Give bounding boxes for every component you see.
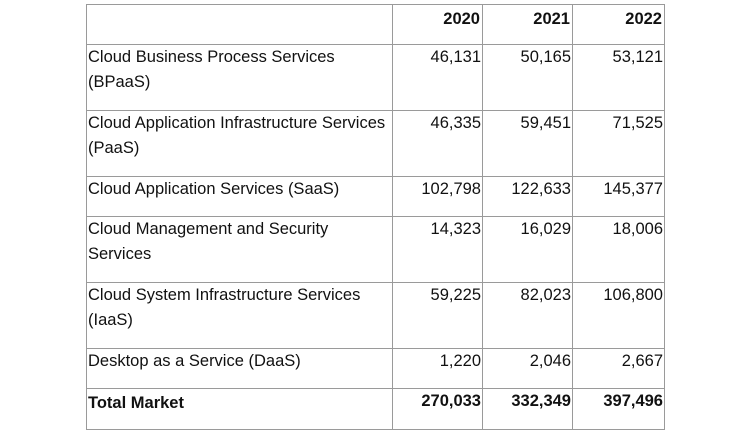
value-cell: 18,006 <box>572 216 665 283</box>
table-row: Desktop as a Service (DaaS) 1,220 2,046 … <box>86 348 665 389</box>
value-cell: 102,798 <box>392 176 483 217</box>
value-cell: 53,121 <box>572 44 665 111</box>
total-value: 397,496 <box>572 388 665 430</box>
value-cell: 82,023 <box>482 282 573 349</box>
value-cell: 46,335 <box>392 110 483 177</box>
row-label: Cloud Application Infrastructure Service… <box>86 110 393 177</box>
value-cell: 16,029 <box>482 216 573 283</box>
total-value: 270,033 <box>392 388 483 430</box>
table-row: Cloud Business Process Services (BPaaS) … <box>86 44 665 111</box>
value-cell: 46,131 <box>392 44 483 111</box>
year-header: 2022 <box>572 4 665 45</box>
row-label: Desktop as a Service (DaaS) <box>86 348 393 389</box>
table-row: Cloud Management and Security Services 1… <box>86 216 665 283</box>
year-header: 2020 <box>392 4 483 45</box>
row-label: Cloud System Infrastructure Services (Ia… <box>86 282 393 349</box>
value-cell: 1,220 <box>392 348 483 389</box>
header-row: 2020 2021 2022 <box>86 4 665 45</box>
value-cell: 122,633 <box>482 176 573 217</box>
row-label: Cloud Management and Security Services <box>86 216 393 283</box>
year-header: 2021 <box>482 4 573 45</box>
value-cell: 59,451 <box>482 110 573 177</box>
value-cell: 71,525 <box>572 110 665 177</box>
table-row: Cloud System Infrastructure Services (Ia… <box>86 282 665 349</box>
value-cell: 106,800 <box>572 282 665 349</box>
market-table: 2020 2021 2022 Cloud Business Process Se… <box>86 4 665 430</box>
value-cell: 50,165 <box>482 44 573 111</box>
value-cell: 14,323 <box>392 216 483 283</box>
total-value: 332,349 <box>482 388 573 430</box>
row-label: Cloud Application Services (SaaS) <box>86 176 393 217</box>
table-row: Cloud Application Infrastructure Service… <box>86 110 665 177</box>
value-cell: 145,377 <box>572 176 665 217</box>
value-cell: 2,046 <box>482 348 573 389</box>
total-label: Total Market <box>86 388 393 430</box>
total-row: Total Market 270,033 332,349 397,496 <box>86 388 665 430</box>
table-row: Cloud Application Services (SaaS) 102,79… <box>86 176 665 217</box>
corner-cell <box>86 4 393 45</box>
value-cell: 2,667 <box>572 348 665 389</box>
value-cell: 59,225 <box>392 282 483 349</box>
row-label: Cloud Business Process Services (BPaaS) <box>86 44 393 111</box>
